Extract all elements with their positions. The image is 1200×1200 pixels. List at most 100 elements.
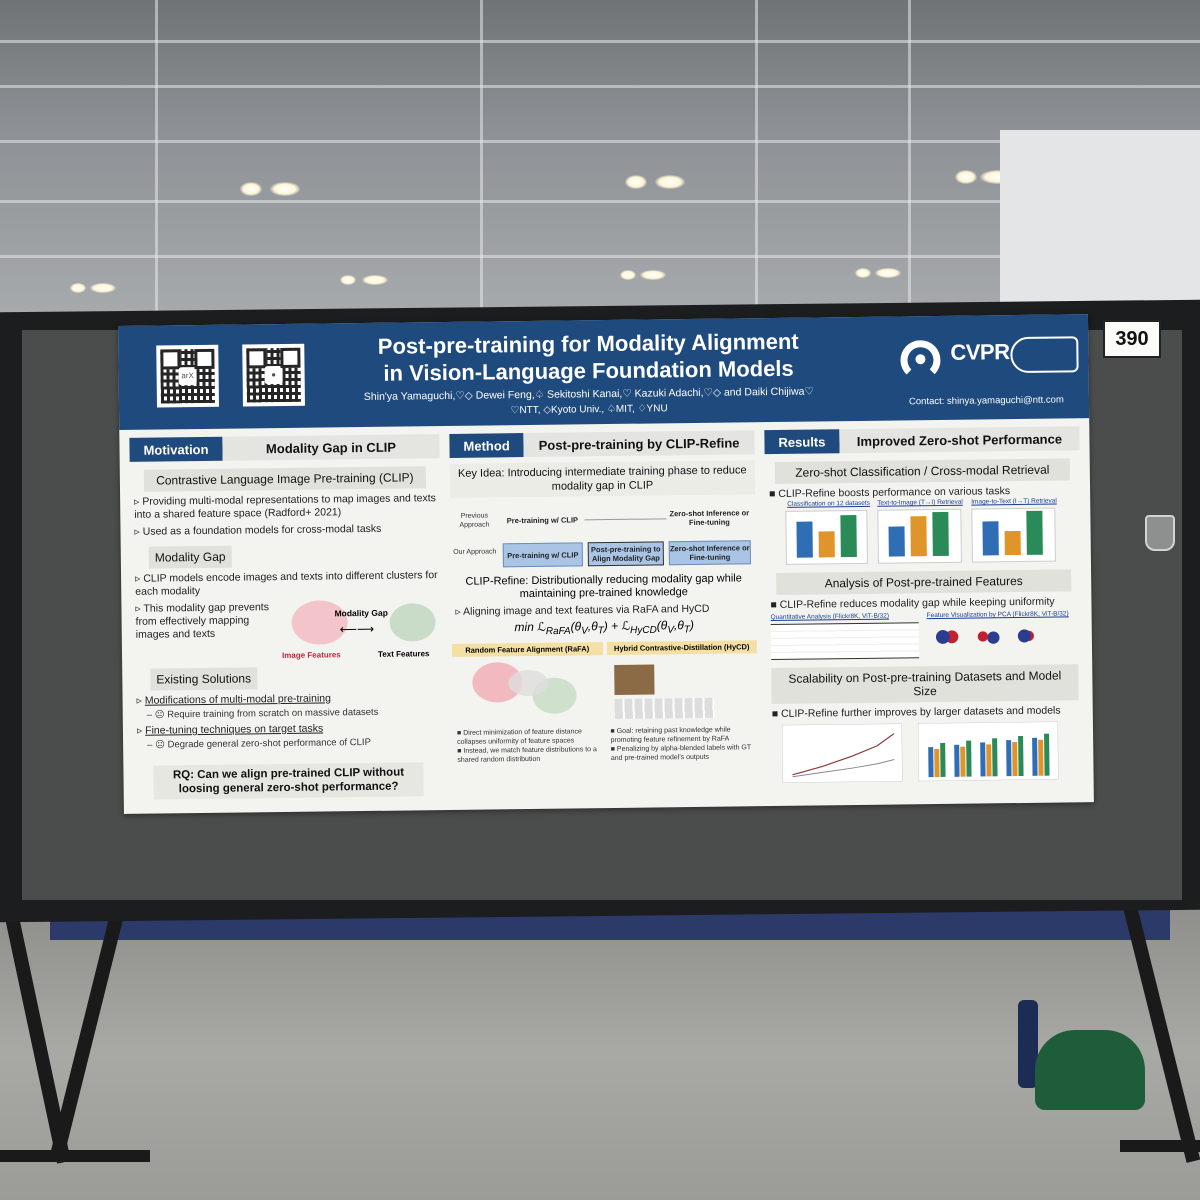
clip-refine-summary: CLIP-Refine: Distributionally reducing m… (465, 572, 742, 601)
hall-wall (1000, 130, 1200, 320)
zeroshot-box: Zero-shot Inference or Fine-tuning (669, 508, 750, 528)
method-section: Method Post-pre-training by CLIP-Refine … (449, 430, 758, 802)
stand-foot (1120, 1140, 1200, 1152)
ceiling-light (90, 283, 116, 293)
ceiling-truss (0, 200, 1200, 203)
key-idea: Key Idea: Introducing intermediate train… (449, 460, 756, 498)
method-tag: Method (449, 433, 524, 458)
ceiling-truss (0, 85, 1200, 88)
ceiling-light (875, 268, 901, 278)
text-features-label: Text Features (377, 649, 430, 659)
model-size-bar-chart (917, 721, 1059, 782)
water-bottle (1018, 1000, 1038, 1088)
previous-approach-label: Previous Approach (459, 512, 490, 529)
scalability-line-chart (781, 723, 903, 783)
ceiling-light (620, 270, 636, 280)
poster-title: Post-pre-training for Modality Alignment… (318, 327, 859, 388)
chart-bar (888, 526, 905, 557)
scalability-charts (768, 717, 1084, 785)
cvpr-logo: CVPR (950, 339, 1010, 365)
ceiling-beam (480, 0, 483, 320)
classification-chart (785, 509, 868, 565)
ceiling-light (362, 275, 388, 285)
sub-bullet: – ☹ Require training from scratch on mas… (146, 706, 379, 721)
ceiling-light (855, 268, 871, 278)
pca-plot (1010, 622, 1042, 650)
bullet: ▹ Providing multi-modal representations … (134, 492, 436, 521)
bullet: ▹ Modifications of multi-modal pre-train… (136, 692, 332, 707)
chart-bar (1026, 510, 1043, 555)
bullet: ▹ Aligning image and text features via R… (455, 602, 710, 618)
analysis-figures: Quantitative Analysis (Flickr8K, ViT-B/3… (767, 608, 1083, 662)
table-title: Quantitative Analysis (Flickr8K, ViT-B/3… (770, 612, 890, 622)
results-title: Improved Zero-shot Performance (839, 426, 1080, 454)
double-arrow-icon: ⟵⟶ (339, 621, 375, 637)
arxiv-qr-code: arX (156, 344, 219, 408)
flow-arrow (584, 518, 667, 521)
guitar-logo-icon (1010, 336, 1079, 374)
chart-bar (1004, 530, 1021, 556)
motivation-title: Modality Gap in CLIP (222, 434, 440, 461)
chart-bar (982, 521, 999, 556)
chart-title: Text-to-Image (T→I) Retrieval (877, 498, 963, 507)
pretraining-box: Pre-training w/ CLIP (506, 514, 579, 525)
existing-solutions-subhead: Existing Solutions (150, 667, 258, 691)
ceiling-truss (0, 140, 1200, 143)
contact-email: Contact: shinya.yamaguchi@ntt.com (908, 394, 1064, 408)
pretraining-box-ours: Pre-training w/ CLIP (502, 542, 583, 568)
booth-number: 390 (1103, 320, 1161, 358)
clip-subhead: Contrastive Language Image Pre-training … (143, 466, 427, 492)
t2i-chart (877, 508, 962, 564)
sub-bullet: – ☹ Degrade general zero-shot performanc… (147, 736, 371, 751)
ceiling-truss (0, 255, 1200, 258)
ceiling-light (640, 270, 666, 280)
zeroshot-box-ours: Zero-shot Inference or Fine-tuning (668, 540, 751, 566)
floor (0, 905, 1200, 1200)
performance-charts: Classification on 12 datasets Text-to-Im… (765, 497, 1081, 567)
chart-bar (840, 514, 857, 558)
results-section: Results Improved Zero-shot Performance Z… (764, 426, 1083, 798)
label-matrix (614, 698, 715, 720)
chart-bar (818, 531, 835, 558)
results-tag: Results (764, 429, 840, 455)
ceiling-light (70, 283, 86, 293)
ceiling-light (655, 175, 685, 189)
image-features-label: Image Features (281, 650, 341, 661)
chart-title: Classification on 12 datasets (787, 499, 871, 508)
pca-title: Feature Visualization by PCA (Flickr8K, … (926, 610, 1069, 620)
scalability-subhead: Scalability on Post-pre-training Dataset… (771, 664, 1079, 705)
poster-authors: Shin'ya Yamaguchi,♡◇ Dewei Feng,♤ Sekito… (363, 385, 814, 404)
post-pretraining-box: Post-pre-training to Align Modality Gap (587, 541, 664, 567)
zeroshot-subhead: Zero-shot Classification / Cross-modal R… (774, 458, 1070, 484)
bullet: ▹ CLIP models encode images and texts in… (135, 569, 438, 598)
sample-image (614, 664, 655, 696)
ntt-logo-dot (915, 354, 926, 365)
rafa-hycd-figure (452, 654, 758, 728)
modality-gap-subhead: Modality Gap (148, 545, 232, 569)
chart-bar (910, 516, 927, 557)
ceiling-beam (908, 0, 911, 320)
ceiling-light (340, 275, 356, 285)
pca-plot (970, 623, 1002, 650)
github-qr-code: ● (242, 343, 305, 407)
title-line-2: in Vision-Language Foundation Models (383, 355, 794, 386)
poster: arX ● Post-pre-training for Modality Ali… (118, 314, 1094, 814)
pca-plot (930, 623, 962, 651)
pca-plots (930, 622, 1071, 654)
method-title: Post-pre-training by CLIP-Refine (523, 430, 755, 458)
ceiling-light (625, 175, 647, 189)
bullet: ▹ Fine-tuning techniques on target tasks (136, 722, 324, 737)
modality-gap-figure: ▹ This modality gap prevents from effect… (131, 599, 442, 667)
ceiling-beam (755, 0, 758, 320)
ceiling (0, 0, 1200, 320)
chart-bar (796, 521, 813, 558)
approach-flow-diagram: Previous Approach Our Approach Pre-train… (450, 500, 756, 574)
chart-bar (932, 511, 949, 557)
ceiling-beam (155, 0, 158, 320)
stand-foot (0, 1150, 150, 1162)
ceiling-truss (0, 40, 1200, 43)
bullet: ▹ Used as a foundation models for cross-… (134, 522, 382, 538)
poster-affiliations: ♡NTT, ◇Kyoto Univ., ♤MIT, ♢YNU (510, 403, 668, 417)
ceiling-light (955, 170, 977, 184)
i2t-chart (971, 507, 1056, 563)
